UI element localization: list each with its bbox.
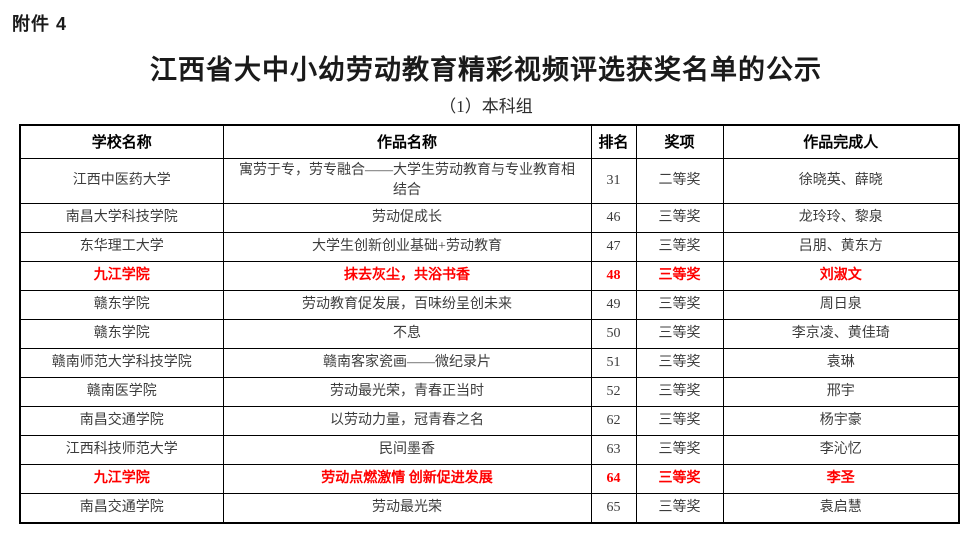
cell-award: 三等奖	[635, 435, 724, 466]
cell-award: 三等奖	[635, 377, 724, 408]
cell-rank: 65	[590, 493, 637, 524]
cell-rank: 46	[590, 203, 637, 234]
cell-award: 三等奖	[635, 203, 724, 234]
cell-school: 赣东学院	[19, 290, 224, 321]
cell-authors: 李京凌、黄佳琦	[722, 319, 960, 350]
page-subtitle: （1）本科组	[439, 97, 533, 116]
attachment-label: 附件 4	[12, 14, 68, 34]
cell-school: 南昌大学科技学院	[19, 203, 224, 234]
cell-rank: 49	[590, 290, 637, 321]
cell-work: 寓劳于专，劳专融合——大学生劳动教育与专业教育相结合	[222, 157, 592, 205]
table-row: 江西科技师范大学 民间墨香 63 三等奖 李沁忆	[19, 435, 960, 466]
cell-award: 三等奖	[635, 261, 724, 292]
table-body: 江西中医药大学 寓劳于专，劳专融合——大学生劳动教育与专业教育相结合 31 二等奖 徐晓…	[19, 157, 960, 524]
cell-award: 三等奖	[635, 464, 724, 495]
header-rank: 排名	[590, 124, 637, 159]
cell-rank: 48	[590, 261, 637, 292]
table-header-row: 学校名称 作品名称 排名 奖项 作品完成人	[19, 124, 960, 159]
awards-table: 学校名称 作品名称 排名 奖项 作品完成人 江西中医药大学 寓劳于专，劳专融合——…	[19, 124, 960, 524]
cell-school: 九江学院	[19, 464, 224, 495]
cell-rank: 63	[590, 435, 637, 466]
cell-school: 赣南师范大学科技学院	[19, 348, 224, 379]
cell-rank: 64	[590, 464, 637, 495]
cell-work: 劳动教育促发展，百味纷呈创未来	[222, 290, 592, 321]
table-row: 东华理工大学 大学生创新创业基础+劳动教育 47 三等奖 吕朋、黄东方	[19, 232, 960, 263]
table-row: 赣南医学院 劳动最光荣，青春正当时 52 三等奖 邢宇	[19, 377, 960, 408]
cell-work: 大学生创新创业基础+劳动教育	[222, 232, 592, 263]
cell-authors: 李圣	[722, 464, 960, 495]
cell-work: 民间墨香	[222, 435, 592, 466]
cell-school: 九江学院	[19, 261, 224, 292]
cell-work: 不息	[222, 319, 592, 350]
cell-work: 劳动最光荣	[222, 493, 592, 524]
cell-authors: 徐晓英、薛晓	[722, 157, 960, 205]
cell-school: 赣东学院	[19, 319, 224, 350]
cell-school: 南昌交通学院	[19, 493, 224, 524]
cell-award: 三等奖	[635, 406, 724, 437]
cell-school: 东华理工大学	[19, 232, 224, 263]
cell-school: 江西科技师范大学	[19, 435, 224, 466]
cell-work: 抹去灰尘，共浴书香	[222, 261, 592, 292]
cell-authors: 袁琳	[722, 348, 960, 379]
table-row: 九江学院 抹去灰尘，共浴书香 48 三等奖 刘淑文	[19, 261, 960, 292]
header-award: 奖项	[635, 124, 724, 159]
cell-rank: 51	[590, 348, 637, 379]
table-row: 南昌大学科技学院 劳动促成长 46 三等奖 龙玲玲、黎泉	[19, 203, 960, 234]
cell-authors: 吕朋、黄东方	[722, 232, 960, 263]
cell-rank: 31	[590, 157, 637, 205]
cell-work: 以劳动力量，冠青春之名	[222, 406, 592, 437]
cell-authors: 刘淑文	[722, 261, 960, 292]
cell-rank: 47	[590, 232, 637, 263]
header-school: 学校名称	[19, 124, 224, 159]
cell-award: 二等奖	[635, 157, 724, 205]
cell-award: 三等奖	[635, 232, 724, 263]
table-row: 江西中医药大学 寓劳于专，劳专融合——大学生劳动教育与专业教育相结合 31 二等奖 徐晓…	[19, 157, 960, 205]
cell-authors: 邢宇	[722, 377, 960, 408]
table-row: 南昌交通学院 以劳动力量，冠青春之名 62 三等奖 杨宇豪	[19, 406, 960, 437]
cell-rank: 52	[590, 377, 637, 408]
page-title: 江西省大中小幼劳动教育精彩视频评选获奖名单的公示	[150, 55, 822, 85]
cell-rank: 50	[590, 319, 637, 350]
header-authors: 作品完成人	[722, 124, 960, 159]
cell-award: 三等奖	[635, 290, 724, 321]
cell-work: 劳动点燃激情 创新促进发展	[222, 464, 592, 495]
cell-rank: 62	[590, 406, 637, 437]
table-row: 赣东学院 不息 50 三等奖 李京凌、黄佳琦	[19, 319, 960, 350]
table-row: 赣东学院 劳动教育促发展，百味纷呈创未来 49 三等奖 周日泉	[19, 290, 960, 321]
cell-award: 三等奖	[635, 319, 724, 350]
cell-authors: 周日泉	[722, 290, 960, 321]
cell-work: 劳动促成长	[222, 203, 592, 234]
cell-award: 三等奖	[635, 348, 724, 379]
table-row: 九江学院 劳动点燃激情 创新促进发展 64 三等奖 李圣	[19, 464, 960, 495]
cell-work: 赣南客家瓷画——微纪录片	[222, 348, 592, 379]
cell-school: 江西中医药大学	[19, 157, 224, 205]
cell-authors: 杨宇豪	[722, 406, 960, 437]
cell-work: 劳动最光荣，青春正当时	[222, 377, 592, 408]
cell-authors: 龙玲玲、黎泉	[722, 203, 960, 234]
table-row: 赣南师范大学科技学院 赣南客家瓷画——微纪录片 51 三等奖 袁琳	[19, 348, 960, 379]
cell-school: 南昌交通学院	[19, 406, 224, 437]
header-work: 作品名称	[222, 124, 592, 159]
table-row: 南昌交通学院 劳动最光荣 65 三等奖 袁启慧	[19, 493, 960, 524]
cell-authors: 袁启慧	[722, 493, 960, 524]
cell-authors: 李沁忆	[722, 435, 960, 466]
cell-award: 三等奖	[635, 493, 724, 524]
cell-school: 赣南医学院	[19, 377, 224, 408]
